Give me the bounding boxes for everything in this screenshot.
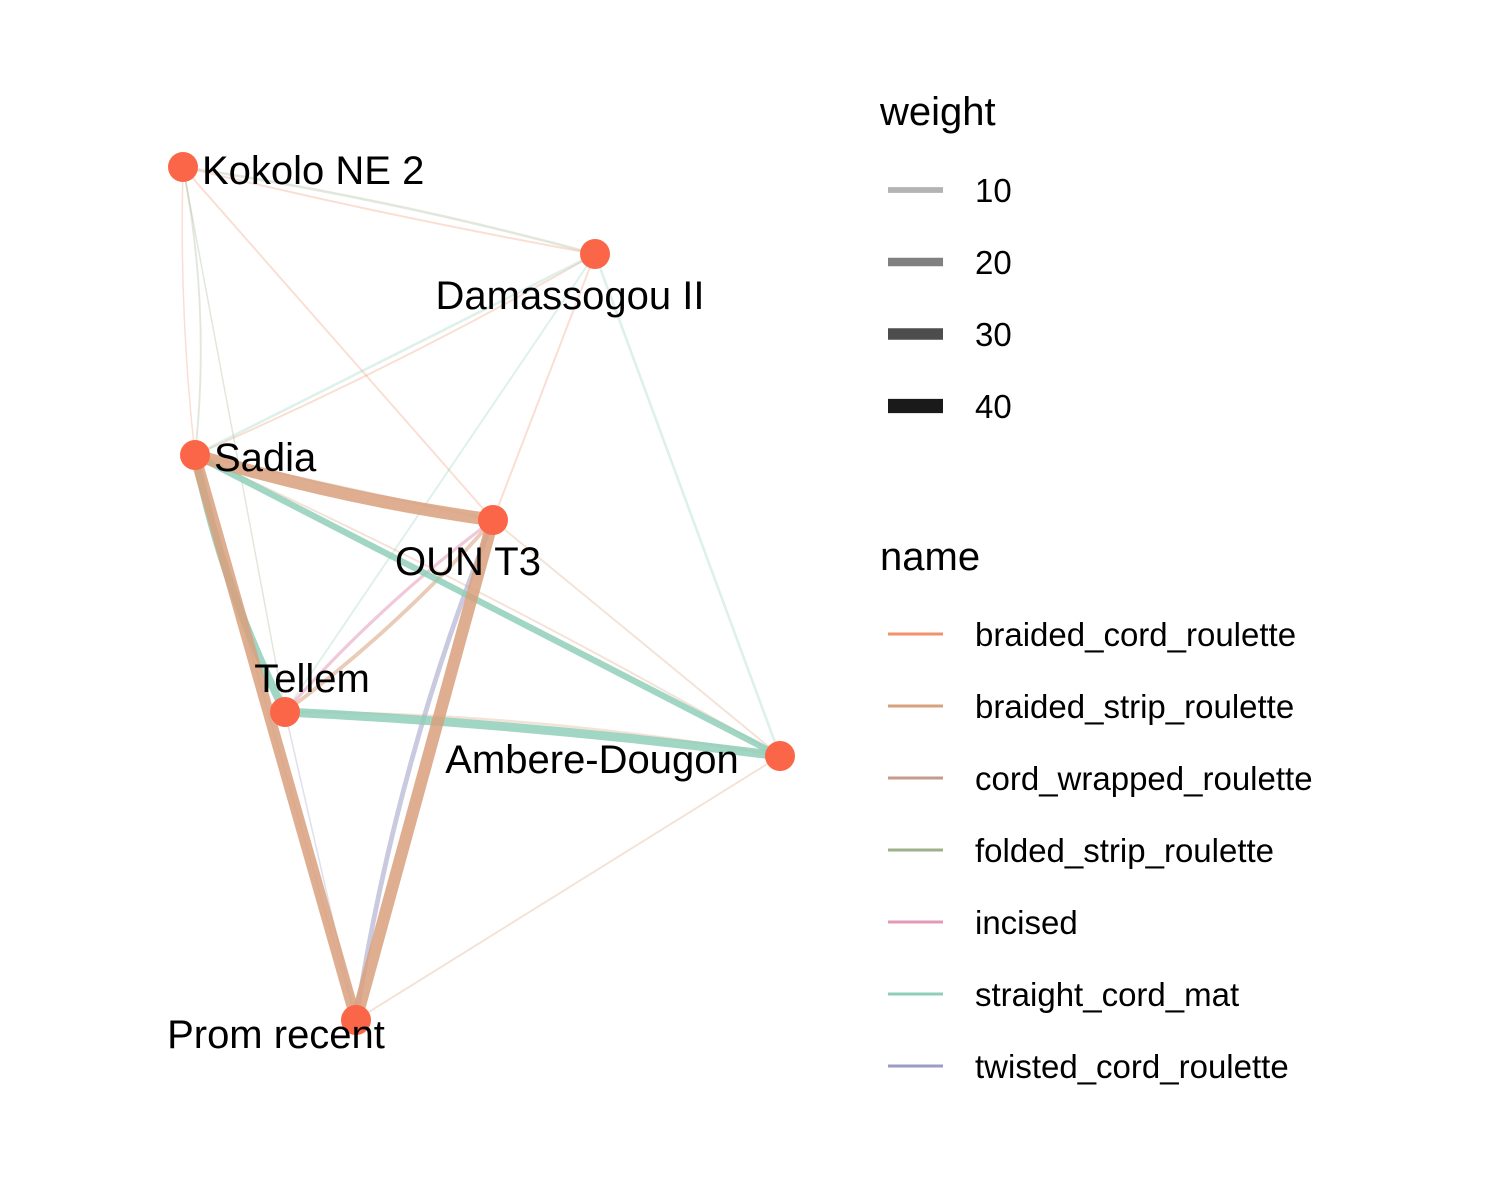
edge-sadia-prom-braided_strip_roulette — [189, 449, 362, 1026]
edge-oun-prom-braided_strip_roulette — [349, 513, 500, 1027]
legend-weight-label-20: 20 — [975, 244, 1012, 281]
edge-ambere-prom-braided_strip_roulette — [355, 755, 781, 1021]
edge-damassogou-oun-braided_cord_roulette — [492, 253, 596, 521]
edge-damassogou-tellem-straight_cord_mat — [284, 253, 596, 713]
node-layer — [168, 152, 795, 1035]
edge-tellem-ambere-straight_cord_mat — [280, 707, 785, 761]
legend-name-label-braided_strip_roulette: braided_strip_roulette — [975, 688, 1294, 725]
node-label-ambere: Ambere-Dougon — [445, 738, 739, 782]
edge-kokolo-oun-braided_cord_roulette — [182, 166, 494, 521]
legend-name-label-incised: incised — [975, 904, 1078, 941]
legend-name-label-cord_wrapped_roulette: cord_wrapped_roulette — [975, 760, 1313, 797]
legend-name-title: name — [880, 535, 980, 579]
node-prom — [341, 1005, 371, 1035]
legend-name-label-braided_cord_roulette: braided_cord_roulette — [975, 616, 1296, 653]
legend-name: name braided_cord_roulette braided_strip_… — [880, 535, 1313, 1085]
edge-kokolo-sadia-braided_cord_roulette — [181, 166, 196, 456]
legend-name-label-twisted_cord_roulette: twisted_cord_roulette — [975, 1048, 1289, 1085]
legend-weight-label-40: 40 — [975, 388, 1012, 425]
edge-tellem-oun-braided_strip_roulette — [283, 518, 495, 714]
node-ambere — [765, 741, 795, 771]
node-tellem — [270, 697, 300, 727]
edge-kokolo-sadia-folded_strip_roulette — [182, 166, 202, 456]
legend-name-label-folded_strip_roulette: folded_strip_roulette — [975, 832, 1274, 869]
legend-name-label-straight_cord_mat: straight_cord_mat — [975, 976, 1239, 1013]
node-label-sadia: Sadia — [214, 436, 317, 480]
edge-kokolo-damassogou-braided_cord_roulette — [182, 166, 596, 255]
edge-tellem-oun-incised — [283, 518, 495, 714]
node-label-layer: Kokolo NE 2 Damassogou II Sadia OUN T3 Telle… — [167, 149, 739, 1057]
edge-sadia-ambere-braided_strip_roulette — [194, 454, 781, 757]
node-label-kokolo: Kokolo NE 2 — [202, 149, 424, 193]
node-label-tellem: Tellem — [254, 657, 370, 701]
legend-weight-label-10: 10 — [975, 172, 1012, 209]
edge-sadia-oun-braided_strip_roulette — [188, 448, 500, 527]
edge-damassogou-sadia-braided_cord_roulette — [194, 253, 596, 456]
legend-weight: weight 10 20 30 40 — [879, 90, 1012, 425]
node-kokolo — [168, 152, 198, 182]
edge-kokolo-tellem-folded_strip_roulette — [182, 166, 286, 713]
node-sadia — [180, 440, 210, 470]
legend-weight-title: weight — [879, 90, 996, 134]
edge-kokolo-damassogou-folded_strip_roulette — [181, 165, 597, 256]
node-oun — [478, 505, 508, 535]
edge-layer — [181, 165, 785, 1027]
node-label-damassogou: Damassogou II — [435, 274, 704, 318]
node-damassogou — [580, 239, 610, 269]
legend-weight-label-30: 30 — [975, 316, 1012, 353]
edge-damassogou-ambere-straight_cord_mat — [593, 252, 782, 758]
edge-oun-prom-twisted_cord_roulette — [353, 517, 496, 1023]
node-label-oun: OUN T3 — [395, 540, 541, 584]
edge-damassogou-sadia-straight_cord_mat — [193, 252, 597, 457]
edge-sadia-ambere-straight_cord_mat — [191, 451, 784, 760]
node-label-prom: Prom recent — [167, 1013, 385, 1057]
edge-oun-ambere-braided_strip_roulette — [492, 519, 781, 757]
